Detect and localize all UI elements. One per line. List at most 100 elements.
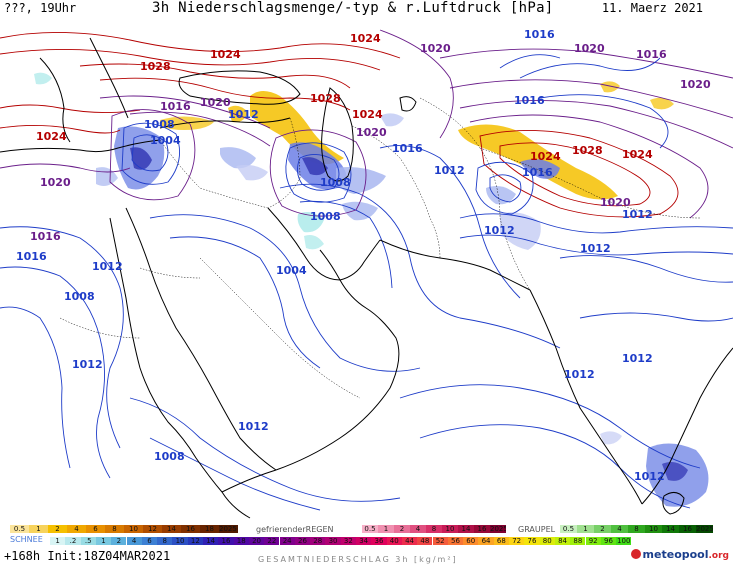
legend-swatch: 4	[611, 525, 628, 533]
legend-swatch: 36	[371, 537, 387, 545]
coastlines	[0, 37, 733, 519]
legend-swatch: 92	[585, 537, 601, 545]
isobar-label: 1004	[150, 134, 181, 147]
snow-label: SCHNEE	[10, 535, 43, 544]
legend-swatch: 96	[600, 537, 617, 545]
legend-swatch: 14	[458, 525, 474, 533]
legend-swatch: 64	[478, 537, 494, 545]
valid-date: 11. Maerz 2021	[601, 1, 703, 15]
legend-swatch: 34	[356, 537, 372, 545]
run-time-label: ???, 19Uhr	[4, 1, 77, 15]
legend-swatch: 10	[442, 525, 458, 533]
legend-swatch: 10	[172, 537, 188, 545]
legend-swatch: 44	[401, 537, 418, 545]
isobar-label: 1012	[580, 242, 611, 255]
legend-swatch: 80	[539, 537, 555, 545]
legend-swatch: 8	[426, 525, 442, 533]
isobar-label: 1012	[634, 470, 665, 483]
isobar-label: 1008	[310, 210, 341, 223]
legend-swatch: 52	[432, 537, 448, 545]
legend-swatch: 60	[463, 537, 479, 545]
isobar-label: 1028	[310, 92, 341, 105]
isobar-label: 1016	[636, 48, 667, 61]
legend-swatch: 6	[141, 537, 158, 545]
legend-swatch: 32	[340, 537, 356, 545]
legend-swatch: 8	[157, 537, 173, 545]
legend-swatch: 68	[493, 537, 509, 545]
legend-swatch: 1	[378, 525, 394, 533]
isobar-label: 1012	[238, 420, 269, 433]
legend-swatch: 1	[95, 537, 112, 545]
isobar-label: 1020	[200, 96, 231, 109]
legend-swatch: 16	[474, 525, 490, 533]
isobar-label: 1004	[276, 264, 307, 277]
legend-swatch: 14	[203, 537, 219, 545]
legend-swatch: 1	[29, 525, 48, 533]
isobar-label: 1008	[64, 290, 95, 303]
legend-swatch: 8	[105, 525, 124, 533]
legend-swatch: 20	[248, 537, 265, 545]
isobar-label: 1028	[140, 60, 171, 73]
pressure-precip-map[interactable]: 1024 1024 1028 1024 1020 1016 1012 1008 1004 1028…	[0, 18, 733, 522]
isobar-label: 1012	[622, 352, 653, 365]
legend-swatch: 72	[509, 537, 525, 545]
legend-swatch: 0.5	[560, 525, 577, 533]
isobar-label: 1020	[600, 196, 631, 209]
logo-ball-icon	[630, 549, 641, 559]
total-precip-label: GESAMTNIEDERSCHLAG 3h [kg/m²]	[258, 555, 458, 564]
isobar-labels: 1024 1024 1028 1024 1020 1016 1012 1008 1004 1028…	[16, 28, 711, 483]
isobar-label: 1024	[352, 108, 383, 121]
legend-swatch: 10	[124, 525, 143, 533]
graupel-label: GRAUPEL	[518, 525, 556, 534]
isobar-label: 1016	[160, 100, 191, 113]
legend-swatch: 4	[126, 537, 142, 545]
legend-swatch: 18	[200, 525, 219, 533]
isobar-lines	[0, 29, 733, 511]
legend-swatch: 88	[570, 537, 586, 545]
isobar-label: 1012	[484, 224, 515, 237]
legend-swatch: 76	[524, 537, 540, 545]
isobar-label: 1024	[622, 148, 653, 161]
isobar-label: 1012	[72, 358, 103, 371]
legend-swatch: 100	[616, 537, 632, 545]
isobar-label: 1020	[420, 42, 451, 55]
isobar-label: 1016	[524, 28, 555, 41]
legend-swatch: 48	[417, 537, 433, 545]
legend-swatch: 16	[218, 537, 234, 545]
isobar-label: 1016	[514, 94, 545, 107]
legend-swatch: 2025+	[490, 525, 506, 533]
isobar-label: 1016	[30, 230, 61, 243]
legend-swatch: 2	[394, 525, 410, 533]
isobar-label: 1020	[356, 126, 387, 139]
legend-swatch: 26	[294, 537, 311, 545]
isobar-label: 1020	[40, 176, 71, 189]
legend-swatch: 84	[554, 537, 571, 545]
isobar-label: 1024	[350, 32, 381, 45]
legend-swatch: .5	[80, 537, 96, 545]
isobar-label: 1028	[572, 144, 603, 157]
legend-swatch: 2	[594, 525, 611, 533]
legend-swatch: 12	[143, 525, 162, 533]
init-time-label: +168h Init:18Z04MAR2021	[4, 549, 171, 563]
legend-swatch: 10	[645, 525, 662, 533]
legend-swatch: 28	[310, 537, 326, 545]
isobar-label: 1012	[564, 368, 595, 381]
isobar-label: 1020	[680, 78, 711, 91]
legend-swatch: 2	[111, 537, 127, 545]
legend-swatch: 0.5	[362, 525, 378, 533]
legend-swatch: 2025+	[219, 525, 238, 533]
legend-swatch: 12	[187, 537, 203, 545]
isobar-label: 1016	[522, 166, 553, 179]
isobar-label: 1016	[16, 250, 47, 263]
legend-swatch: 1	[577, 525, 594, 533]
isobar-label: 1012	[434, 164, 465, 177]
isobar-label: 1016	[392, 142, 423, 155]
freezing-rain-label: gefrierenderREGEN	[256, 525, 334, 534]
legend-swatch: 40	[386, 537, 402, 545]
meteopool-logo[interactable]: meteopool.org	[630, 548, 729, 561]
isobar-label: 1012	[92, 260, 123, 273]
legend-swatch: 18	[233, 537, 249, 545]
legend-swatch: 22	[264, 537, 280, 545]
